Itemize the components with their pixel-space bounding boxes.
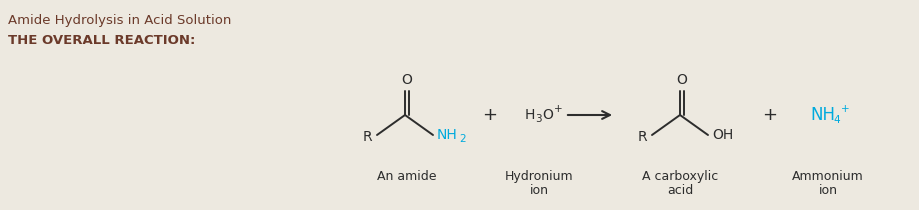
Text: ion: ion xyxy=(818,184,836,197)
Text: An amide: An amide xyxy=(377,170,437,183)
Text: O: O xyxy=(401,73,412,87)
Text: +: + xyxy=(482,106,497,124)
Text: Ammonium: Ammonium xyxy=(791,170,863,183)
Text: H: H xyxy=(525,108,535,122)
Text: R: R xyxy=(637,130,646,144)
Text: ion: ion xyxy=(529,184,548,197)
Text: 3: 3 xyxy=(535,114,541,124)
Text: A carboxylic: A carboxylic xyxy=(641,170,718,183)
Text: +: + xyxy=(553,104,562,114)
Text: OH: OH xyxy=(711,128,732,142)
Text: O: O xyxy=(675,73,686,87)
Text: Hydronium: Hydronium xyxy=(505,170,573,183)
Text: NH: NH xyxy=(437,128,458,142)
Text: 4: 4 xyxy=(832,115,839,125)
Text: acid: acid xyxy=(666,184,692,197)
Text: O: O xyxy=(541,108,552,122)
Text: +: + xyxy=(762,106,777,124)
Text: NH: NH xyxy=(809,106,834,124)
Text: Amide Hydrolysis in Acid Solution: Amide Hydrolysis in Acid Solution xyxy=(8,14,231,27)
Text: R: R xyxy=(362,130,371,144)
Text: +: + xyxy=(840,104,849,114)
Text: THE OVERALL REACTION:: THE OVERALL REACTION: xyxy=(8,34,195,47)
Text: 2: 2 xyxy=(459,134,465,144)
